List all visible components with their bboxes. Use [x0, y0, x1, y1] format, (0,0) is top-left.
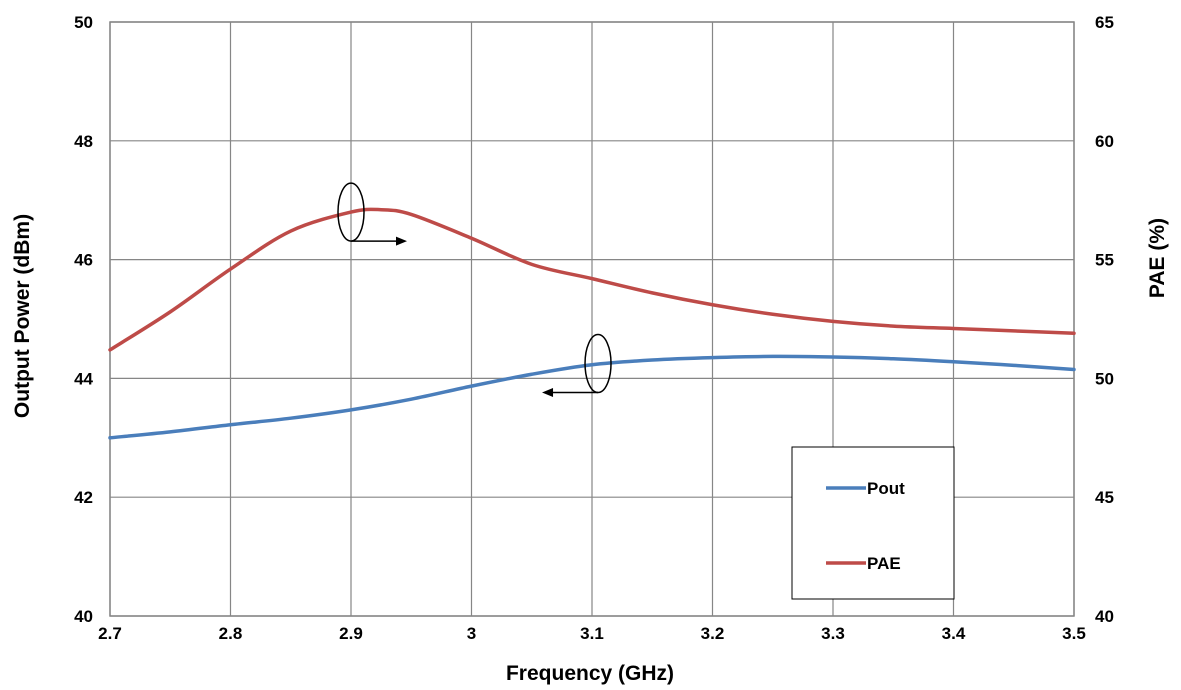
series-layer	[108, 207, 1076, 440]
y-tick-label-4: 48	[74, 132, 93, 151]
x-tick-labels: 2.7 2.8 2.9 3 3.1 3.2 3.3 3.4 3.5	[98, 624, 1086, 643]
y2-tick-label-4: 60	[1095, 132, 1114, 151]
y2-tick-label-0: 40	[1095, 607, 1114, 626]
y2-tick-label-2: 50	[1095, 369, 1114, 388]
annotation-arrowhead-1	[542, 388, 554, 398]
legend-box	[791, 446, 955, 600]
legend-label-pae: PAE	[867, 554, 901, 573]
y-tick-label-1: 42	[74, 488, 93, 507]
y-tick-label-3: 46	[74, 251, 93, 270]
y2-tick-label-3: 55	[1095, 251, 1114, 270]
y2-tick-label-5: 65	[1095, 13, 1114, 32]
x-tick-label-2: 2.9	[339, 624, 363, 643]
y-tick-label-2: 44	[74, 369, 93, 388]
x-tick-label-3: 3	[467, 624, 476, 643]
x-axis-title: Frequency (GHz)	[506, 662, 674, 685]
x-tick-label-6: 3.3	[821, 624, 845, 643]
x-tick-label-4: 3.1	[580, 624, 604, 643]
plot-area-border	[109, 21, 1075, 617]
y-tick-label-0: 40	[74, 607, 93, 626]
y2-axis-title: PAE (%)	[1146, 218, 1169, 298]
series-line-pae	[108, 207, 1076, 352]
legend: Pout PAE	[791, 446, 955, 600]
x-tick-label-7: 3.4	[942, 624, 966, 643]
x-tick-label-1: 2.8	[219, 624, 243, 643]
annotation-arrowhead-0	[396, 236, 407, 246]
y-tick-label-5: 50	[74, 13, 93, 32]
annotation-layer	[337, 182, 612, 398]
x-tick-label-0: 2.7	[98, 624, 122, 643]
legend-label-pout: Pout	[867, 479, 905, 498]
y2-tick-label-1: 45	[1095, 488, 1114, 507]
x-tick-label-8: 3.5	[1062, 624, 1086, 643]
y2-tick-labels: 40 45 50 55 60 65	[1095, 13, 1114, 626]
y-tick-labels: 40 42 44 46 48 50	[74, 13, 93, 626]
series-line-pout	[108, 354, 1076, 440]
y-axis-title: Output Power (dBm)	[11, 214, 34, 418]
x-tick-label-5: 3.2	[701, 624, 725, 643]
